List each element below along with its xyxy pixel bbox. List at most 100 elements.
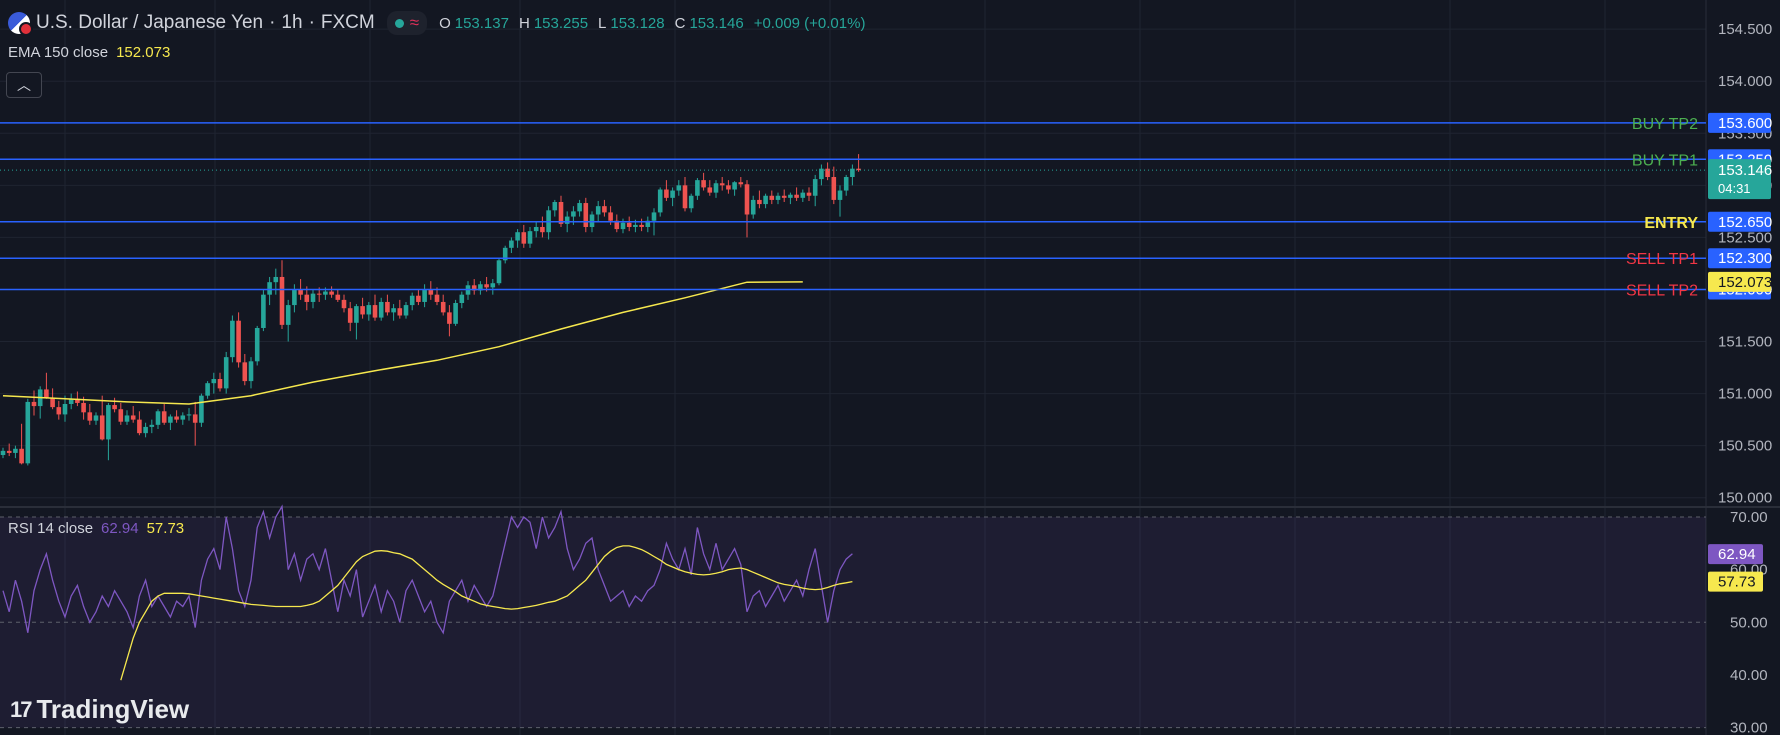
level-label: BUY TP2 bbox=[1632, 116, 1698, 133]
candle-body bbox=[68, 398, 74, 404]
candle-body bbox=[267, 282, 272, 295]
candle-body bbox=[149, 424, 155, 427]
candle-body bbox=[211, 379, 217, 384]
candle-body bbox=[180, 415, 186, 420]
exchange-label: FXCM bbox=[320, 12, 375, 33]
chevron-up-icon: ︿ bbox=[17, 77, 31, 93]
rsi-value-tag-text: 62.94 bbox=[1718, 546, 1756, 563]
candle-body bbox=[583, 203, 589, 227]
candle-body bbox=[50, 397, 55, 408]
candle-body bbox=[688, 195, 694, 209]
candle-body bbox=[775, 195, 781, 200]
candle-body bbox=[428, 289, 434, 295]
level-price-tag bbox=[1708, 211, 1771, 232]
candle-body bbox=[831, 177, 837, 200]
candle-body bbox=[335, 294, 341, 300]
low-value: 153.128 bbox=[610, 14, 665, 32]
candle-body bbox=[44, 389, 49, 398]
candle-body bbox=[87, 412, 93, 421]
candle-body bbox=[385, 301, 390, 313]
candle-body bbox=[261, 294, 266, 328]
candle-body bbox=[750, 199, 756, 215]
candle-body bbox=[645, 220, 651, 227]
candle-body bbox=[409, 295, 415, 306]
change-value: +0.009 (+0.01%) bbox=[753, 14, 866, 32]
high-value: 153.255 bbox=[533, 14, 589, 32]
level-label: ENTRY bbox=[1644, 215, 1698, 232]
candle-body bbox=[558, 202, 564, 224]
candle-body bbox=[62, 404, 68, 415]
rsi-legend-value: 62.94 bbox=[101, 520, 139, 537]
candle-body bbox=[285, 305, 291, 325]
candle-body bbox=[310, 293, 316, 302]
level-price-tag-text: 153.600 bbox=[1718, 115, 1772, 132]
market-open-dot-icon bbox=[394, 18, 404, 28]
candle-body bbox=[440, 301, 446, 313]
market-status-badge[interactable]: ≈ bbox=[386, 11, 428, 35]
candle-body bbox=[434, 294, 440, 302]
candle-body bbox=[490, 283, 496, 288]
candle-body bbox=[757, 199, 762, 205]
candle-body bbox=[118, 409, 124, 422]
candle-body bbox=[341, 299, 347, 309]
candle-body bbox=[812, 179, 818, 196]
candle-body bbox=[230, 320, 235, 358]
candle-body bbox=[707, 187, 713, 193]
candle-body bbox=[608, 212, 613, 221]
candle-body bbox=[657, 189, 663, 213]
header-separator: · bbox=[269, 12, 276, 33]
interval-label[interactable]: 1h bbox=[281, 12, 303, 33]
candle-body bbox=[366, 305, 372, 315]
candle-body bbox=[502, 247, 508, 261]
candle-body bbox=[788, 194, 793, 198]
candle-body bbox=[316, 293, 322, 295]
candle-body bbox=[552, 202, 558, 211]
rsi-legend-label: RSI 14 close bbox=[8, 520, 94, 537]
candle-body bbox=[794, 194, 799, 198]
last-price-tag bbox=[1708, 159, 1771, 200]
candle-body bbox=[806, 192, 812, 196]
ema-legend[interactable]: EMA 150 close 152.073 bbox=[8, 44, 170, 61]
candle-body bbox=[527, 231, 533, 244]
symbol-name[interactable]: U.S. Dollar / Japanese Yen bbox=[36, 12, 264, 33]
candle-body bbox=[391, 308, 396, 313]
candle-body bbox=[701, 180, 706, 188]
candle-body bbox=[825, 168, 830, 178]
collapse-legend-button[interactable]: ︿ bbox=[6, 72, 42, 98]
candle-body bbox=[633, 224, 638, 227]
candle-body bbox=[732, 182, 737, 190]
candle-body bbox=[626, 222, 632, 227]
rsi-line bbox=[2, 504, 853, 635]
candle-body bbox=[856, 168, 861, 171]
candle-body bbox=[25, 401, 31, 464]
candle-body bbox=[205, 383, 210, 396]
rsi-legend[interactable]: RSI 14 close 62.94 57.73 bbox=[8, 520, 184, 537]
candle-body bbox=[292, 289, 297, 306]
candle-body bbox=[75, 398, 80, 403]
ema-price-tag-text: 152.073 bbox=[1718, 274, 1772, 291]
candle-body bbox=[726, 185, 731, 190]
candle-body bbox=[564, 216, 570, 224]
candle-body bbox=[416, 295, 421, 302]
candle-body bbox=[378, 301, 384, 318]
candle-body bbox=[471, 285, 477, 291]
candle-body bbox=[124, 415, 130, 422]
candle-body bbox=[186, 414, 192, 416]
candle-body bbox=[800, 192, 806, 198]
last-price-tag-text: 153.146 bbox=[1718, 162, 1772, 179]
chart-header: U.S. Dollar / Japanese Yen · 1h · FXCM ≈… bbox=[8, 10, 871, 36]
tradingview-logo[interactable]: 17 TradingView bbox=[10, 694, 189, 725]
candle-body bbox=[614, 220, 620, 230]
candle-body bbox=[670, 190, 675, 198]
candle-body bbox=[664, 189, 669, 198]
candle-body bbox=[137, 419, 142, 434]
rsi-band-fill bbox=[0, 516, 1706, 728]
candle-body bbox=[168, 416, 173, 423]
candle-body bbox=[713, 183, 719, 193]
candle-body bbox=[279, 276, 285, 325]
candle-body bbox=[372, 305, 378, 318]
rsi-axis-tick: 30.00 bbox=[1730, 720, 1768, 735]
candle-body bbox=[192, 414, 198, 423]
candle-body bbox=[639, 224, 644, 227]
